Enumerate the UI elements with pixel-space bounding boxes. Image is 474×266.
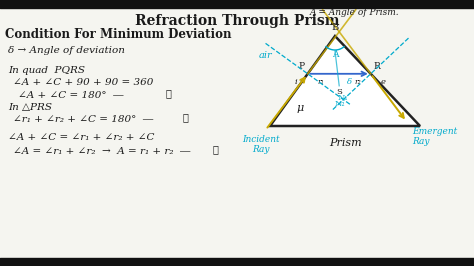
Polygon shape [270, 36, 420, 126]
Text: N₁: N₁ [337, 94, 348, 102]
Text: Emergent
Ray: Emergent Ray [412, 127, 457, 146]
Text: B: B [331, 23, 338, 32]
Text: In △PRS: In △PRS [8, 103, 52, 112]
Text: δ → Angle of deviation: δ → Angle of deviation [8, 46, 125, 55]
Text: N₂: N₂ [335, 99, 346, 107]
Text: Prism: Prism [328, 138, 361, 148]
Text: ③: ③ [212, 145, 218, 154]
Text: ∠A + ∠C + 90 + 90 = 360: ∠A + ∠C + 90 + 90 = 360 [13, 78, 154, 87]
Text: ②: ② [182, 113, 188, 122]
Text: ∠r₁ + ∠r₂ + ∠C = 180°  ―: ∠r₁ + ∠r₂ + ∠C = 180° ― [13, 115, 153, 124]
Text: ①: ① [165, 89, 171, 98]
Text: P: P [299, 62, 305, 71]
Text: A: A [332, 50, 338, 59]
Text: ∠A = ∠r₁ + ∠r₂  →  A = r₁ + r₂  ―: ∠A = ∠r₁ + ∠r₂ → A = r₁ + r₂ ― [13, 147, 191, 156]
Text: S: S [336, 88, 342, 96]
Text: Condition For Minimum Deviation: Condition For Minimum Deviation [5, 28, 231, 41]
Text: ∠A + ∠C = 180°  ―: ∠A + ∠C = 180° ― [18, 91, 124, 100]
Text: δ: δ [347, 78, 352, 86]
Text: μ: μ [296, 103, 304, 113]
Text: i: i [294, 78, 297, 86]
Text: R: R [374, 62, 381, 71]
Text: Refraction Through Prism: Refraction Through Prism [135, 14, 339, 28]
Text: ∠A + ∠C = ∠r₁ + ∠r₂ + ∠C: ∠A + ∠C = ∠r₁ + ∠r₂ + ∠C [8, 133, 155, 142]
Text: Incident
Ray: Incident Ray [242, 135, 280, 154]
Text: In quad  PQRS: In quad PQRS [8, 66, 85, 75]
Text: air: air [258, 52, 272, 60]
Text: e: e [380, 78, 385, 86]
Text: r₂: r₂ [354, 78, 361, 86]
Text: r₁: r₁ [318, 78, 324, 86]
Text: A = Angle of Prism.: A = Angle of Prism. [310, 8, 400, 17]
